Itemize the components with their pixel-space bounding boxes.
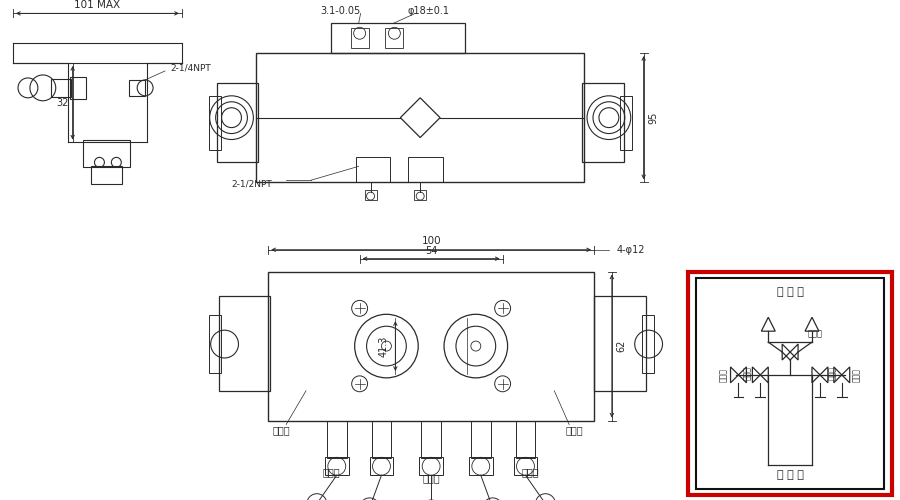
Text: φ18±0.1: φ18±0.1 bbox=[407, 6, 449, 16]
Text: 54: 54 bbox=[425, 246, 437, 256]
Text: 95: 95 bbox=[649, 112, 659, 124]
Text: 32: 32 bbox=[57, 98, 69, 108]
Text: 3.1-0.05: 3.1-0.05 bbox=[320, 6, 361, 16]
Text: 2-1/2NPT: 2-1/2NPT bbox=[231, 180, 273, 188]
Text: 排污阀: 排污阀 bbox=[323, 467, 340, 477]
Text: 100: 100 bbox=[421, 236, 441, 246]
Bar bbox=[409, 158, 443, 182]
Bar bbox=[372, 420, 392, 459]
Text: 41.3: 41.3 bbox=[379, 336, 389, 357]
Text: 101 MAX: 101 MAX bbox=[75, 0, 121, 10]
Bar bbox=[256, 53, 584, 182]
Text: 过 程 端: 过 程 端 bbox=[777, 470, 804, 480]
Bar bbox=[514, 458, 537, 475]
Bar bbox=[325, 458, 348, 475]
Text: 平衡阀: 平衡阀 bbox=[808, 330, 823, 338]
Text: 排放阀: 排放阀 bbox=[852, 368, 861, 382]
Bar bbox=[351, 28, 369, 48]
Text: 4-φ12: 4-φ12 bbox=[616, 244, 645, 254]
Bar bbox=[209, 96, 220, 150]
Text: 62: 62 bbox=[616, 340, 626, 352]
Text: 仪 表 端: 仪 表 端 bbox=[777, 288, 804, 298]
Text: 2-1/4NPT: 2-1/4NPT bbox=[170, 64, 211, 72]
Bar bbox=[620, 96, 632, 150]
Bar bbox=[582, 83, 624, 162]
Bar bbox=[697, 278, 884, 489]
Bar bbox=[385, 28, 403, 48]
Bar bbox=[209, 316, 220, 373]
Text: 排污阀: 排污阀 bbox=[522, 467, 539, 477]
Bar bbox=[50, 79, 70, 97]
Bar bbox=[370, 458, 393, 475]
Text: 截止阀: 截止阀 bbox=[828, 366, 837, 380]
Bar bbox=[91, 166, 122, 184]
Bar bbox=[69, 77, 86, 99]
Bar bbox=[217, 83, 258, 162]
Text: 截止阀: 截止阀 bbox=[742, 366, 752, 380]
Bar bbox=[419, 458, 443, 475]
Bar bbox=[364, 190, 376, 200]
Bar bbox=[356, 158, 391, 182]
Bar bbox=[414, 190, 427, 200]
Text: 截止阀: 截止阀 bbox=[565, 426, 583, 436]
Bar bbox=[83, 140, 130, 168]
Bar bbox=[516, 420, 536, 459]
Bar bbox=[331, 24, 465, 53]
Bar bbox=[471, 420, 491, 459]
Bar bbox=[469, 458, 492, 475]
Bar bbox=[219, 296, 270, 391]
Bar bbox=[327, 420, 346, 459]
Text: 平衡阀: 平衡阀 bbox=[422, 473, 440, 483]
Text: 截止阀: 截止阀 bbox=[273, 426, 290, 436]
Bar bbox=[642, 316, 653, 373]
Bar bbox=[594, 296, 645, 391]
Text: 排放阀: 排放阀 bbox=[719, 368, 728, 382]
Bar bbox=[421, 420, 441, 459]
Bar bbox=[130, 80, 145, 96]
Bar bbox=[268, 272, 594, 420]
Bar bbox=[688, 272, 892, 495]
